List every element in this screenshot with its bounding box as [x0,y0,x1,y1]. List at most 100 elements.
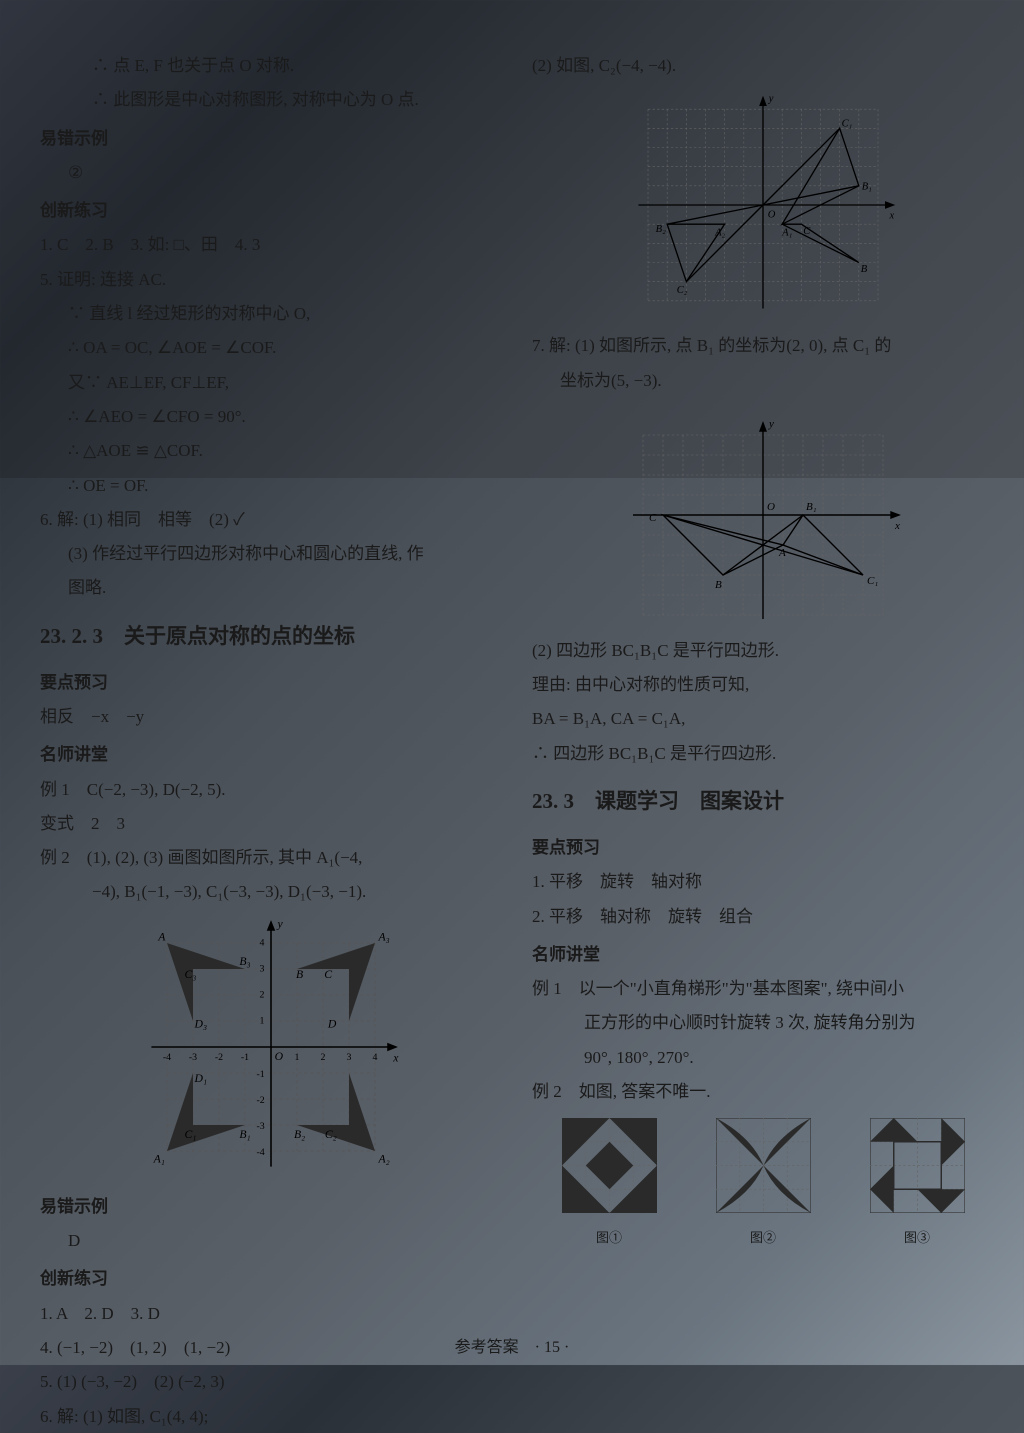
svg-text:C₂: C₂ [325,1128,337,1141]
svg-text:C: C [649,512,657,524]
proof-step: ∴ ∠AEO = ∠CFO = 90°. [40,401,502,433]
svg-text:D: D [327,1017,337,1030]
svg-text:C₁: C₁ [184,1128,196,1141]
grid-svg: xy O C₁B₁ CA₁ BA₂ B₂C₂ [623,90,903,320]
answer-row: 1. C 2. B 3. 如: □、田 4. 3 [40,229,502,261]
pattern-svg-2 [716,1118,811,1213]
subhead-msjt: 名师讲堂 [532,939,994,971]
answer-row: 1. 平移 旋转 轴对称 [532,866,994,898]
example-line: 例 2 如图, 答案不唯一. [532,1076,994,1108]
svg-text:-3: -3 [189,1052,197,1063]
subhead-msjt: 名师讲堂 [40,739,502,771]
svg-text:A₃: A₃ [377,930,389,943]
svg-text:D₁: D₁ [194,1072,208,1085]
example-line: 例 1 C(−2, −3), D(−2, 5). [40,774,502,806]
proof-line: (2) 四边形 BC₁B₁C 是平行四边形. [532,635,994,667]
proof-line: 理由: 由中心对称的性质可知, [532,669,994,701]
subhead-cxlx2: 创新练习 [40,1263,502,1295]
answer-row: 7. 解: (1) 如图所示, 点 B₁ 的坐标为(2, 0), 点 C₁ 的 [532,330,994,362]
svg-text:-4: -4 [256,1147,264,1158]
svg-text:-2: -2 [215,1052,223,1063]
svg-text:y: y [768,94,774,105]
svg-text:1: 1 [259,1015,264,1026]
svg-text:C₁: C₁ [842,119,853,130]
svg-text:x: x [889,211,895,222]
answer-row: 5. (1) (−3, −2) (2) (−2, 3) [40,1366,502,1398]
proof-step: 又∵ AE⊥EF, CF⊥EF, [40,367,502,399]
pattern-svg-3 [870,1118,965,1213]
answer-row: (2) 如图, C₂(−4, −4). [532,50,994,82]
svg-text:C₂: C₂ [677,285,688,296]
answer: ② [40,157,502,189]
proof-head: 5. 证明: 连接 AC. [40,264,502,296]
subhead-ydyx: 要点预习 [40,667,502,699]
left-column: ∴ 点 E, F 也关于点 O 对称. ∴ 此图形是中心对称图形, 对称中心为 … [40,50,502,1345]
svg-text:B: B [296,968,303,981]
answer-row: 坐标为(5, −3). [532,365,994,397]
svg-text:3: 3 [259,963,264,974]
page-footer: 参考答案 · 15 · [0,1333,1024,1357]
section-title-2323: 23. 2. 3 关于原点对称的点的坐标 [40,617,502,657]
grid-svg: x y O C B₁ A B C₁ [623,405,903,625]
svg-text:C₁: C₁ [867,575,878,587]
subhead-yicuo: 易错示例 [40,123,502,155]
svg-text:C: C [324,968,332,981]
svg-text:-4: -4 [163,1052,171,1063]
right-column: (2) 如图, C₂(−4, −4). [532,50,994,1345]
svg-text:B₂: B₂ [656,224,666,235]
answer-row: 6. 解: (1) 相同 相等 (2) ✓ [40,504,502,536]
answer-row: 1. A 2. D 3. D [40,1298,502,1330]
answer-row: 6. 解: (1) 如图, C₁(4, 4); [40,1401,502,1433]
proof-step: ∴ OA = OC, ∠AOE = ∠COF. [40,332,502,364]
diagram-7: x y O C B₁ A B C₁ [623,405,903,625]
example-line: 正方形的中心顺时针旋转 3 次, 旋转角分别为 [532,1007,994,1039]
text-line: ∴ 此图形是中心对称图形, 对称中心为 O 点. [40,84,502,116]
svg-text:y: y [768,418,774,430]
svg-text:A₁: A₁ [153,1152,165,1165]
pattern-svg-1 [562,1118,657,1213]
subhead-cxlx: 创新练习 [40,195,502,227]
coordinate-grid-diagram: xy O AA₃ A₁A₂ B₃B C₃C D₃D D₁B₁ C₁B₂ C₂ -… [131,917,411,1177]
proof-step: ∴ △AOE ≌ △COF. [40,435,502,467]
svg-text:B: B [861,264,868,275]
svg-text:A₂: A₂ [377,1152,389,1165]
svg-text:2: 2 [259,989,264,1000]
svg-text:4: 4 [373,1052,378,1063]
answer-row: 2. 平移 轴对称 旋转 组合 [532,901,994,933]
svg-text:B₁: B₁ [806,501,817,513]
svg-text:x: x [392,1051,399,1064]
svg-text:x: x [894,520,900,532]
proof-line: ∴ 四边形 BC₁B₁C 是平行四边形. [532,738,994,770]
pattern-row: 图① 图② [532,1118,994,1250]
svg-text:B₁: B₁ [239,1128,250,1141]
pattern-2: 图② [716,1118,811,1250]
svg-text:-3: -3 [256,1121,264,1132]
svg-text:O: O [767,501,775,513]
bianshi-line: 变式 2 3 [40,808,502,840]
proof-line: BA = B₁A, CA = C₁A, [532,703,994,735]
section-title-233: 23. 3 课题学习 图案设计 [532,782,994,822]
svg-text:C₃: C₃ [184,968,196,981]
svg-text:O: O [275,1050,284,1063]
caption: 图① [562,1226,657,1251]
subhead-ydyx: 要点预习 [532,832,994,864]
example-line: 90°, 180°, 270°. [532,1042,994,1074]
text-line: ∴ 点 E, F 也关于点 O 对称. [40,50,502,82]
example-line: 例 2 (1), (2), (3) 画图如图所示, 其中 A₁(−4, [40,842,502,874]
svg-text:D₃: D₃ [194,1017,208,1030]
svg-text:1: 1 [295,1052,300,1063]
svg-text:-1: -1 [256,1069,264,1080]
example-line: −4), B₁(−1, −3), C₁(−3, −3), D₁(−3, −1). [40,876,502,908]
caption: 图③ [870,1226,965,1251]
svg-text:A: A [157,930,166,943]
answer-row: 相反 −x −y [40,701,502,733]
svg-text:A₂: A₂ [714,228,725,239]
svg-text:4: 4 [259,937,264,948]
diagram-6-2: xy O C₁B₁ CA₁ BA₂ B₂C₂ [623,90,903,320]
svg-text:C: C [803,226,811,237]
answer: D [40,1225,502,1257]
svg-text:-2: -2 [256,1095,264,1106]
caption: 图② [716,1226,811,1251]
svg-text:A: A [778,547,786,559]
svg-text:B: B [715,579,722,591]
